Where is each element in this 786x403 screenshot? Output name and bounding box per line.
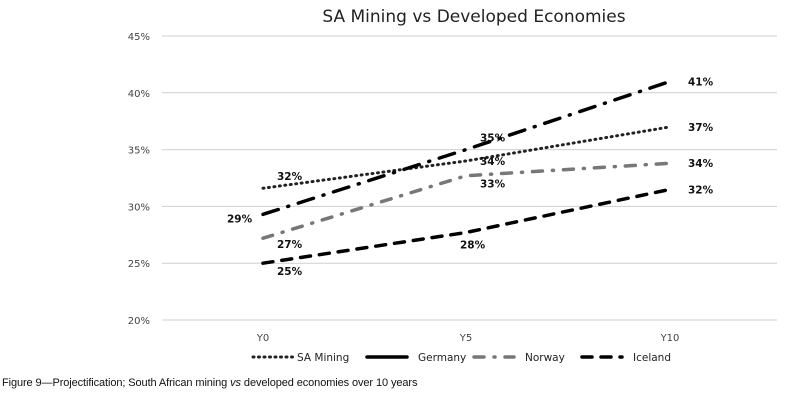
legend-label: SA Mining <box>297 352 349 364</box>
y-tick-label: 25% <box>128 259 150 270</box>
legend-label: Germany <box>418 352 466 364</box>
series-line-iceland <box>261 187 672 265</box>
line-chart: SA Mining vs Developed Economies 20% 25% 3… <box>128 7 777 364</box>
y-tick-label: 35% <box>128 146 150 157</box>
x-tick-label: Y0 <box>256 333 269 344</box>
data-label: 32% <box>688 184 714 196</box>
figure-caption: Figure 9—Projectification; South African… <box>2 377 417 389</box>
caption-italic: vs <box>230 377 241 389</box>
caption-prefix: Figure 9—Projectification; South African… <box>2 377 231 389</box>
chart-title: SA Mining vs Developed Economies <box>322 7 625 27</box>
y-tick-label: 20% <box>128 316 150 327</box>
data-label: 34% <box>480 156 506 168</box>
series-line-germany <box>261 79 672 217</box>
data-label: 28% <box>460 240 486 252</box>
data-label: 35% <box>480 133 506 145</box>
data-label: 34% <box>688 158 714 170</box>
data-label: 41% <box>688 76 714 88</box>
data-label: 29% <box>227 213 253 225</box>
data-label: 33% <box>480 179 506 191</box>
x-tick-label: Y10 <box>660 333 680 344</box>
data-label: 27% <box>277 239 303 251</box>
data-label: 37% <box>688 122 714 134</box>
series-line-norway <box>261 161 672 240</box>
data-label: 32% <box>277 171 303 183</box>
caption-suffix: developed economies over 10 years <box>240 377 418 389</box>
legend-label: Norway <box>525 352 565 364</box>
data-label: 25% <box>277 266 303 278</box>
legend-label: Iceland <box>633 352 671 364</box>
x-tick-label: Y5 <box>459 333 472 344</box>
y-tick-label: 45% <box>128 32 150 43</box>
y-tick-label: 40% <box>128 89 150 100</box>
y-tick-label: 30% <box>128 202 150 213</box>
series-line-sa-mining <box>261 125 672 190</box>
